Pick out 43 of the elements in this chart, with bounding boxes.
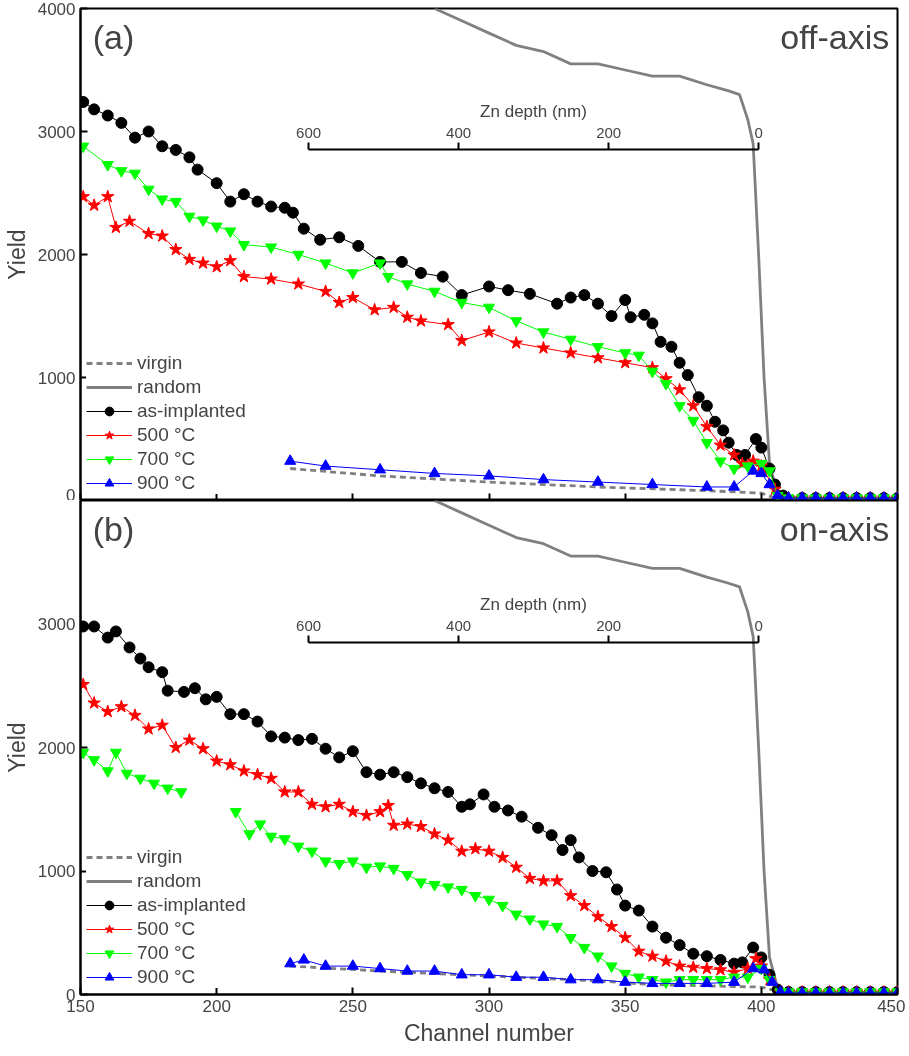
x-tick-label: 350	[610, 996, 640, 1016]
legend-label: 900 °C	[137, 472, 196, 494]
x-tick-label: 450	[877, 996, 906, 1016]
legend-label: 500 °C	[137, 918, 196, 940]
y-tick-label: 3000	[37, 615, 76, 634]
x-tick-label: 400	[747, 996, 776, 1016]
legend-label: random	[137, 870, 202, 892]
y-axis-title: Yield	[3, 229, 30, 280]
legend-label: 700 °C	[137, 942, 196, 964]
y-tick-label: 1000	[37, 862, 76, 881]
x2-axis-title: Zn depth (nm)	[480, 594, 587, 614]
x2-tick-label: 200	[596, 616, 622, 634]
x2-tick-label: 0	[754, 123, 763, 141]
x2-tick-label: 600	[296, 123, 322, 141]
legend-label: 700 °C	[137, 448, 196, 470]
y-tick-label: 4000	[37, 0, 76, 19]
annotation: (b)	[92, 510, 135, 549]
annotation: on-axis	[779, 510, 890, 549]
x-axis-title: Channel number	[403, 1019, 575, 1046]
legend-label: as-implanted	[137, 400, 246, 422]
legend-label: random	[137, 376, 202, 398]
x-tick-label: 200	[202, 996, 231, 1016]
x-tick-label: 300	[474, 996, 504, 1016]
legend-label: 900 °C	[137, 966, 196, 988]
legend-label: virgin	[137, 846, 183, 868]
x2-tick-label: 400	[446, 616, 472, 634]
x2-tick-label: 200	[596, 123, 622, 141]
x2-axis-title: Zn depth (nm)	[480, 101, 587, 121]
x-tick-label: 250	[338, 996, 368, 1016]
y-tick-label: 2000	[37, 245, 76, 265]
y-axis-title: Yield	[3, 722, 30, 773]
legend-label: as-implanted	[137, 894, 246, 916]
legend-label: 500 °C	[137, 424, 196, 446]
y-tick-label: 3000	[37, 122, 76, 142]
x2-tick-label: 600	[296, 616, 322, 634]
y-tick-label: 2000	[37, 738, 76, 758]
annotation: off-axis	[780, 18, 890, 57]
annotation: (a)	[92, 18, 135, 57]
legend-label: virgin	[137, 352, 183, 374]
x2-tick-label: 400	[446, 123, 472, 141]
y-tick-label: 1000	[37, 368, 76, 388]
x2-tick-label: 0	[754, 616, 763, 634]
y-tick-label: 0	[66, 485, 76, 505]
